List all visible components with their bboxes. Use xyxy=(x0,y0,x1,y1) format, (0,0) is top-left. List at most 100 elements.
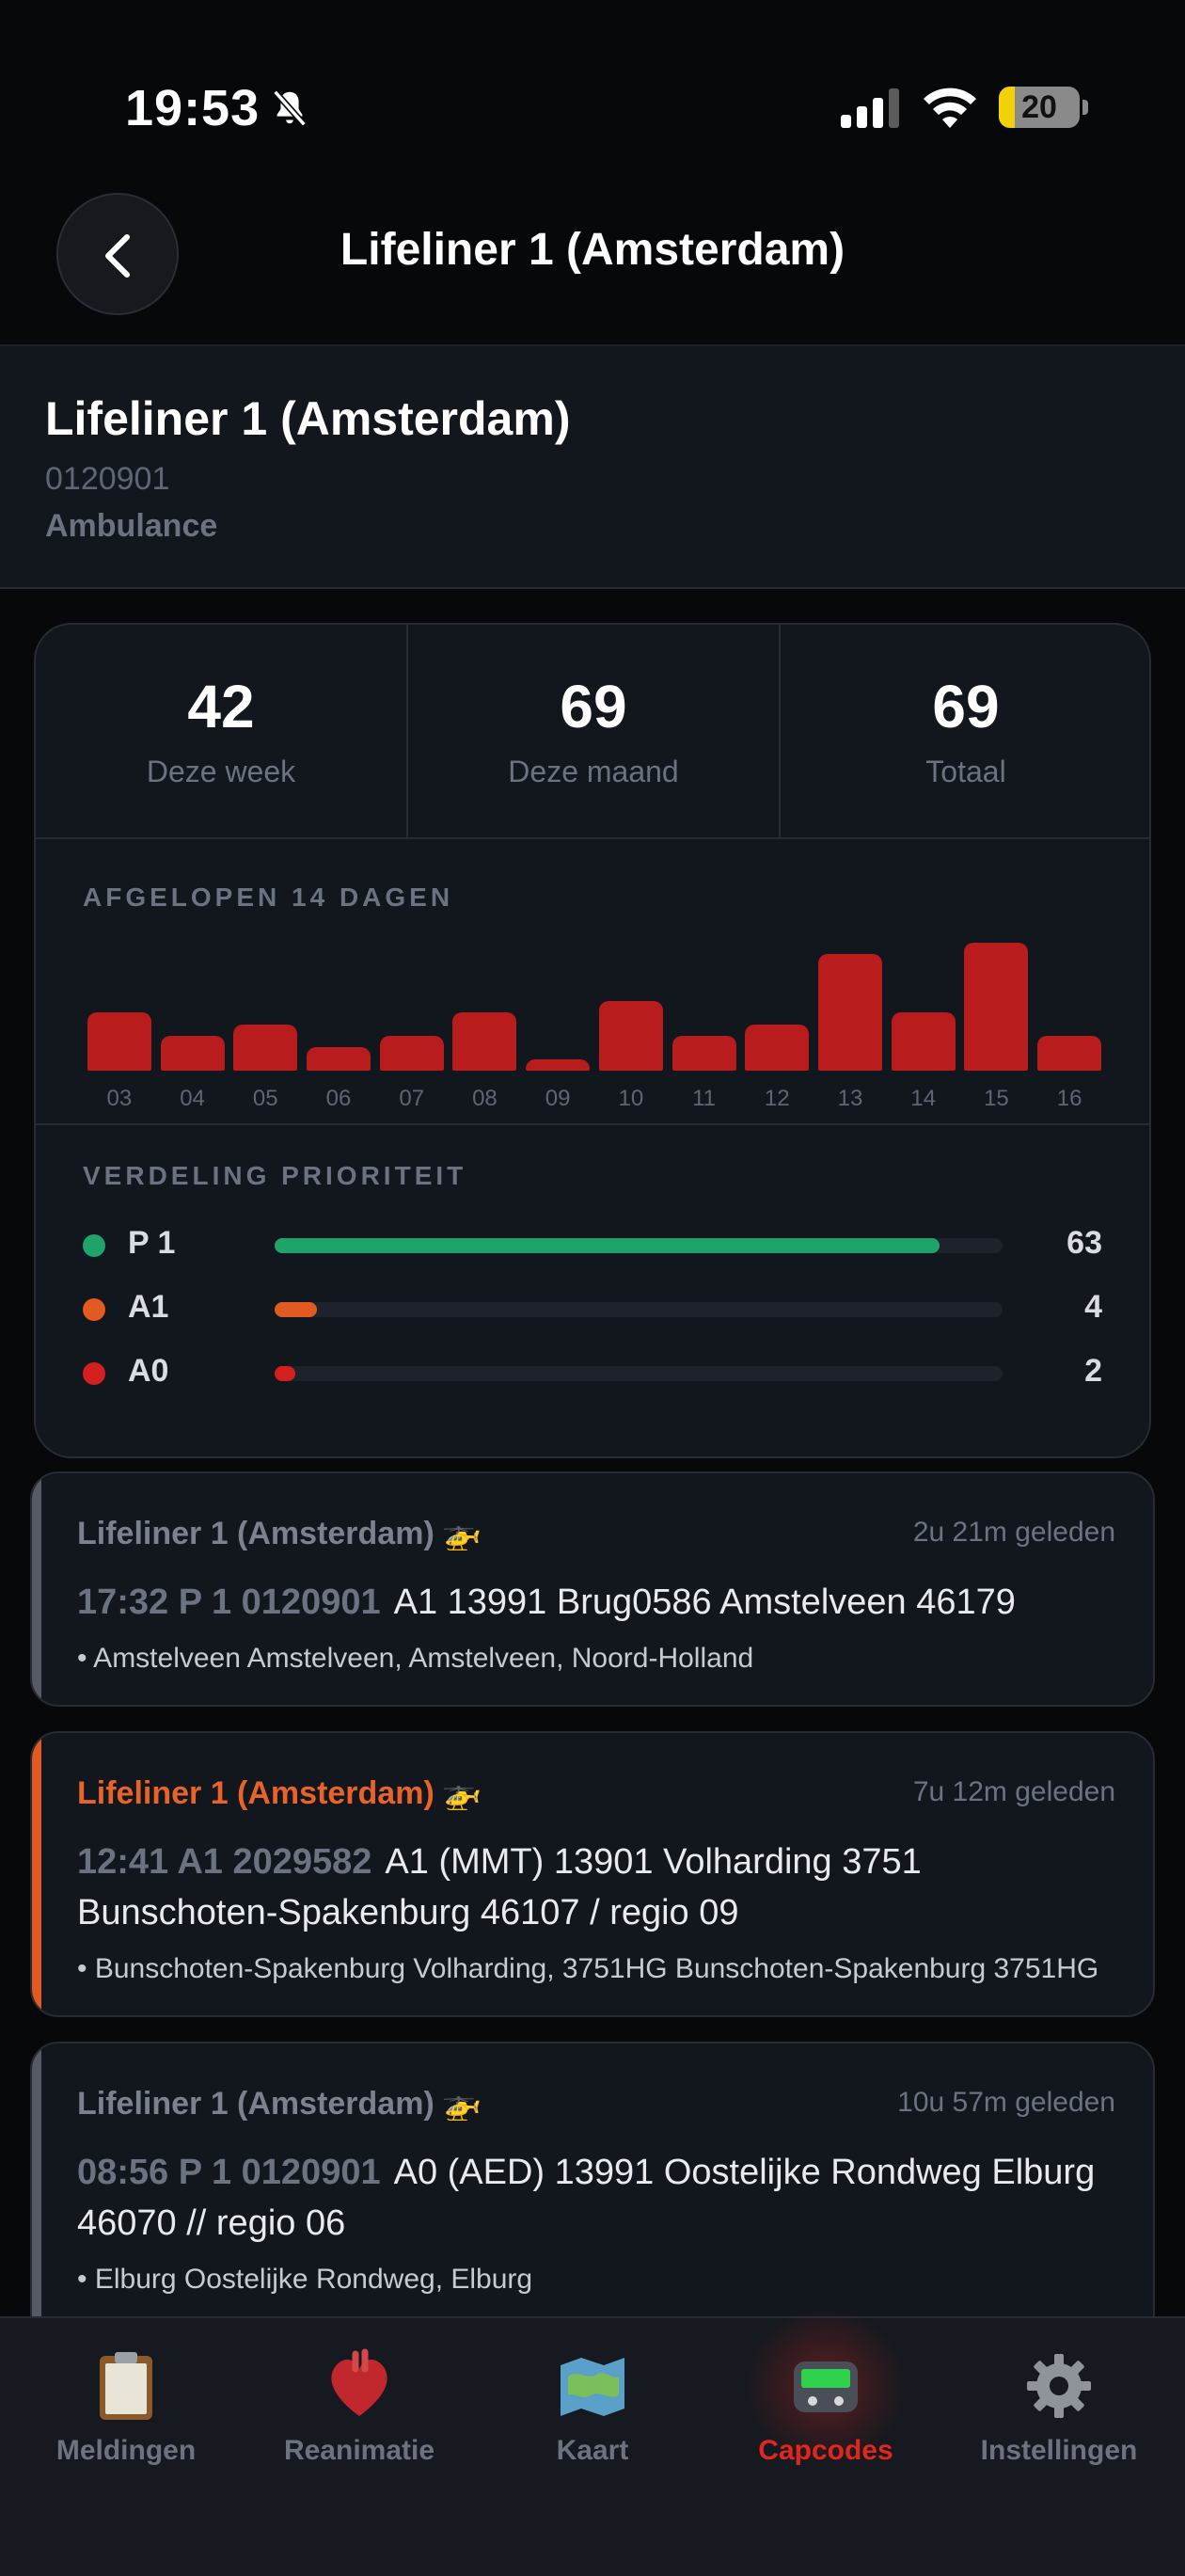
tab-label: Meldingen xyxy=(55,2435,197,2466)
history-day-label: 13 xyxy=(837,1086,863,1111)
stat-value: 69 xyxy=(932,673,1000,740)
history-bar xyxy=(745,1024,810,1071)
page-title: Lifeliner 1 (Amsterdam) xyxy=(340,225,845,275)
stat-label: Deze maand xyxy=(508,755,679,788)
priority-dot xyxy=(83,1234,105,1257)
message-location: • Amstelveen Amstelveen, Amstelveen, Noo… xyxy=(77,1643,754,1674)
history-bar xyxy=(964,943,1029,1071)
chevron-left-icon xyxy=(105,234,130,278)
tab-label: Reanimatie xyxy=(283,2435,435,2466)
message-location: • Bunschoten-Spakenburg Volharding, 3751… xyxy=(77,1953,1099,1984)
message-card[interactable]: Lifeliner 1 (Amsterdam) 🚁 2u 21m geleden … xyxy=(30,1471,1155,1707)
helicopter-icon: 🚁 xyxy=(441,2086,482,2122)
capcode-type: Ambulance xyxy=(45,508,218,544)
history-bar xyxy=(891,1012,956,1071)
history-day-label: 05 xyxy=(252,1086,278,1111)
priority-section-label: VERDELING PRIORITEIT xyxy=(83,1161,467,1190)
stat-value: 42 xyxy=(187,673,255,740)
priority-dot xyxy=(83,1298,105,1321)
tab-bar: Meldingen Reanimatie Kaart Capcodes xyxy=(0,2311,1185,2576)
priority-name: P 1 xyxy=(128,1225,176,1261)
navigation-bar: Lifeliner 1 (Amsterdam) xyxy=(0,179,1185,346)
stat-total: 69 Totaal xyxy=(781,625,1149,837)
message-text: A0 (AED) 13991 Oostelijke Rondweg Elburg… xyxy=(77,2153,1096,2243)
history-bar xyxy=(526,1058,591,1071)
message-title: Lifeliner 1 (Amsterdam) 🚁 xyxy=(77,1516,482,1551)
history-day-label: 03 xyxy=(106,1086,133,1111)
tab-label: Instellingen xyxy=(980,2435,1138,2466)
history-bar xyxy=(87,1012,151,1071)
tab-reanimatie[interactable]: Reanimatie xyxy=(241,2318,478,2506)
message-accent xyxy=(32,1473,41,1705)
stat-label: Totaal xyxy=(925,755,1006,788)
history-bar xyxy=(160,1035,225,1071)
stat-week: 42 Deze week xyxy=(36,625,406,837)
message-code: 08:56 P 1 0120901 xyxy=(77,2153,381,2192)
history-bar xyxy=(672,1035,736,1071)
tab-capcodes[interactable]: Capcodes xyxy=(707,2311,944,2506)
cellular-signal-icon xyxy=(841,88,899,128)
status-time: 19:53 xyxy=(125,80,261,136)
priority-bar-fill xyxy=(275,1302,317,1317)
history-day-label: 12 xyxy=(764,1086,790,1111)
history-bar xyxy=(233,1024,298,1071)
history-day-label: 11 xyxy=(692,1086,717,1111)
history-section-label: AFGELOPEN 14 DAGEN xyxy=(83,883,454,912)
history-day-label: 07 xyxy=(399,1086,425,1111)
message-body: 08:56 P 1 0120901 A0 (AED) 13991 Oostelij… xyxy=(77,2147,1112,2249)
message-accent xyxy=(32,1733,41,2015)
message-card[interactable]: Lifeliner 1 (Amsterdam) 🚁 7u 12m geleden … xyxy=(30,1731,1155,2017)
message-card[interactable]: Lifeliner 1 (Amsterdam) 🚁 10u 57m geleden… xyxy=(30,2042,1155,2343)
priority-bar-track xyxy=(275,1238,1003,1253)
tab-meldingen[interactable]: Meldingen xyxy=(8,2318,245,2506)
tab-instellingen[interactable]: Instellingen xyxy=(940,2318,1177,2506)
history-bar xyxy=(452,1012,517,1071)
message-time-ago: 7u 12m geleden xyxy=(912,1776,1115,1807)
battery-percentage: 20 xyxy=(1021,89,1057,125)
message-text: A1 13991 Brug0586 Amstelveen 46179 xyxy=(393,1582,1016,1622)
back-button[interactable] xyxy=(56,193,179,315)
message-time-ago: 2u 21m geleden xyxy=(912,1517,1115,1548)
capcode-number: 0120901 xyxy=(45,461,170,497)
wifi-icon xyxy=(924,87,976,128)
map-icon xyxy=(561,2358,624,2416)
history-day-label: 09 xyxy=(545,1086,571,1111)
stat-label: Deze week xyxy=(146,755,296,788)
priority-bar-track xyxy=(275,1366,1003,1381)
history-bar xyxy=(1037,1035,1102,1071)
message-body: 17:32 P 1 0120901 A1 13991 Brug0586 Amste… xyxy=(77,1577,1112,1628)
history-day-label: 04 xyxy=(180,1086,205,1111)
tab-kaart[interactable]: Kaart xyxy=(474,2318,711,2506)
priority-bar-fill xyxy=(275,1238,940,1253)
stat-value: 69 xyxy=(560,673,627,740)
priority-name: A0 xyxy=(128,1353,169,1389)
message-text: A1 (MMT) 13901 Volharding 3751 Bunschote… xyxy=(77,1842,922,1932)
message-title: Lifeliner 1 (Amsterdam) 🚁 xyxy=(77,1775,482,1811)
history-bar xyxy=(598,1000,663,1071)
history-bar xyxy=(379,1035,444,1071)
pager-icon xyxy=(794,2361,858,2412)
history-bar xyxy=(307,1047,371,1071)
message-code: 12:41 A1 2029582 xyxy=(77,1842,372,1882)
history-day-label: 10 xyxy=(618,1086,644,1111)
message-location: • Elburg Oostelijke Rondweg, Elburg xyxy=(77,2264,533,2295)
helicopter-icon: 🚁 xyxy=(441,1775,482,1811)
status-bar: 19:53 20 xyxy=(0,0,1185,179)
history-day-label: 15 xyxy=(984,1086,1009,1111)
history-day-label: 08 xyxy=(472,1086,498,1111)
priority-dot xyxy=(83,1362,105,1385)
priority-count: 4 xyxy=(1084,1289,1102,1325)
battery-indicator: 20 xyxy=(999,87,1089,128)
history-day-label: 16 xyxy=(1056,1086,1082,1111)
message-accent xyxy=(32,2043,41,2341)
history-day-label: 14 xyxy=(910,1086,937,1111)
tab-label: Kaart xyxy=(556,2435,629,2466)
message-code: 17:32 P 1 0120901 xyxy=(77,1582,381,1622)
gear-icon xyxy=(1027,2354,1091,2418)
priority-count: 2 xyxy=(1084,1353,1102,1389)
priority-bar-fill xyxy=(275,1366,296,1381)
statistics-card: 42 Deze week 69 Deze maand 69 Totaal AFG… xyxy=(34,623,1151,1458)
capcode-title: Lifeliner 1 (Amsterdam) xyxy=(45,392,571,445)
tab-label: Capcodes xyxy=(758,2435,893,2466)
bell-muted-icon xyxy=(273,89,307,127)
